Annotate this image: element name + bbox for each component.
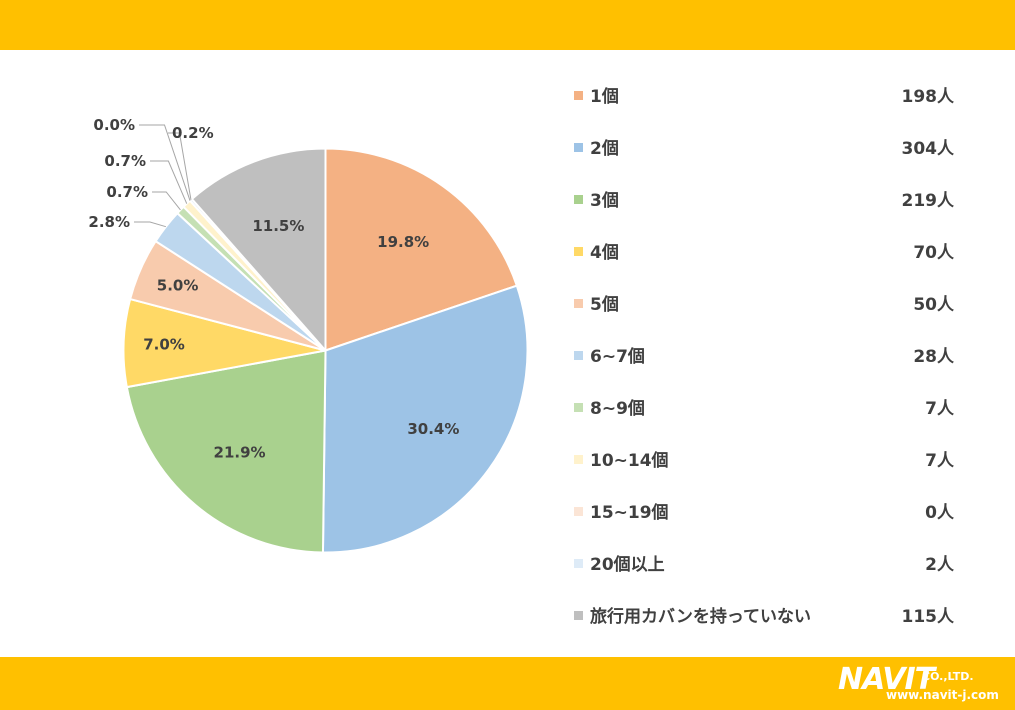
legend-label: 3個 (590, 191, 619, 211)
legend-item: 2個 304人 (574, 132, 994, 184)
legend-label: 1個 (590, 87, 619, 107)
pie-slice (125, 349, 327, 554)
legend-swatch (574, 91, 583, 100)
legend-count: 2人 (925, 555, 954, 575)
legend-item: 20個以上 2人 (574, 548, 994, 600)
legend-item: 8~9個 7人 (574, 392, 994, 444)
slice-percent-label: 5.0% (157, 276, 199, 294)
legend-count: 0人 (925, 503, 954, 523)
legend-label: 2個 (590, 139, 619, 159)
legend-swatch (574, 351, 583, 360)
legend-count: 115人 (901, 607, 955, 627)
chart-legend: 1個 198人 2個 304人 3個 219人 4個 70人 5個 50人 6~7個 28人 8~9個 7… (574, 80, 994, 652)
legend-swatch (574, 455, 583, 464)
legend-swatch (574, 507, 583, 516)
legend-swatch (574, 143, 583, 152)
legend-item: 15~19個 0人 (574, 496, 994, 548)
legend-swatch (574, 195, 583, 204)
leader-line (168, 132, 192, 200)
legend-count: 50人 (913, 295, 954, 315)
legend-count: 28人 (913, 347, 954, 367)
bottom-banner (0, 657, 1015, 710)
legend-item: 10~14個 7人 (574, 444, 994, 496)
pie-slice (190, 147, 327, 354)
logo-url: www.navit-j.com (886, 688, 999, 702)
top-banner (0, 0, 1015, 50)
leader-line (139, 124, 191, 201)
leader-line (150, 160, 188, 204)
legend-label: 4個 (590, 243, 619, 263)
legend-swatch (574, 611, 583, 620)
legend-label: 15~19個 (590, 503, 669, 523)
pie-chart: 19.8% 30.4% 21.9% 7.0% 5.0% 2.8% 0.7% 0.7% 0.0% 0… (88, 116, 529, 554)
legend-label: 5個 (590, 295, 619, 315)
legend-label: 6~7個 (590, 347, 645, 367)
legend-swatch (574, 299, 583, 308)
legend-item: 5個 50人 (574, 288, 994, 340)
slice-percent-label: 0.0% (93, 116, 135, 134)
slice-percent-label: 2.8% (88, 213, 130, 231)
logo-name: NAVIT (838, 662, 935, 697)
legend-item: 6~7個 28人 (574, 340, 994, 392)
legend-label: 旅行用カバンを持っていない (590, 607, 811, 627)
leader-line (134, 221, 167, 228)
legend-item: 4個 70人 (574, 236, 994, 288)
legend-count: 7人 (925, 451, 954, 471)
slice-percent-label: 21.9% (214, 443, 266, 461)
legend-item: 1個 198人 (574, 80, 994, 132)
legend-swatch (574, 247, 583, 256)
legend-label: 20個以上 (590, 555, 665, 575)
pie-slice (324, 147, 519, 352)
legend-count: 198人 (901, 87, 955, 107)
legend-count: 219人 (901, 191, 955, 211)
slice-percent-label: 30.4% (407, 420, 459, 438)
slice-percent-label: 0.7% (106, 183, 148, 201)
legend-count: 70人 (913, 243, 954, 263)
slice-percent-label: 0.2% (172, 124, 214, 142)
slice-percent-label: 7.0% (143, 335, 185, 353)
pie-slice (321, 284, 529, 554)
leader-line (152, 191, 181, 211)
legend-swatch (574, 403, 583, 412)
legend-label: 10~14個 (590, 451, 669, 471)
legend-count: 304人 (901, 139, 955, 159)
legend-label: 8~9個 (590, 399, 645, 419)
slice-percent-label: 0.7% (104, 152, 146, 170)
logo-suffix: CO.,LTD. (922, 670, 974, 683)
legend-swatch (574, 559, 583, 568)
company-logo: NAVIT CO.,LTD. www.navit-j.com (838, 660, 1008, 706)
legend-item: 3個 219人 (574, 184, 994, 236)
legend-item: 旅行用カバンを持っていない 115人 (574, 600, 994, 652)
slice-percent-label: 19.8% (377, 233, 429, 251)
legend-count: 7人 (925, 399, 954, 419)
slice-percent-label: 11.5% (252, 217, 304, 235)
